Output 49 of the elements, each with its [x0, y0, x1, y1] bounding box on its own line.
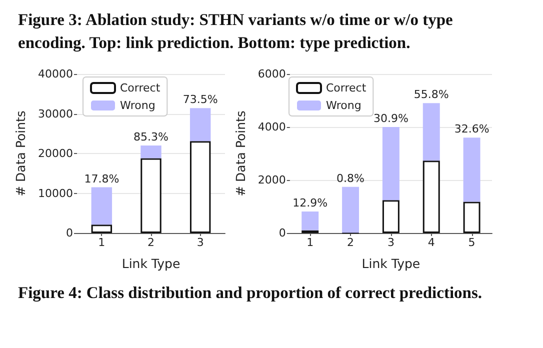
- bar: [382, 127, 400, 200]
- legend-label: Correct: [120, 82, 161, 94]
- bar: [382, 200, 400, 233]
- y-tick-label: 20000: [38, 147, 73, 160]
- bar: [91, 187, 112, 225]
- y-tick-label: 10000: [38, 186, 73, 200]
- annotation: 12.9%: [292, 196, 328, 210]
- bar: [463, 202, 480, 233]
- bar: [463, 138, 480, 202]
- x-tick-label: 2: [347, 236, 354, 249]
- bar: [302, 212, 319, 230]
- annotation: 73.5%: [182, 93, 218, 106]
- bar: [190, 141, 211, 233]
- y-tick-label: 6000: [258, 68, 286, 80]
- x-tick-label: 4: [428, 236, 435, 249]
- annotation: 0.8%: [336, 172, 364, 185]
- y-axis-title: # Data Points: [13, 110, 28, 196]
- bar: [422, 160, 440, 233]
- y-axis-title: # Data Points: [233, 110, 248, 196]
- bar: [342, 186, 360, 233]
- x-axis-title: Link Type: [122, 256, 180, 271]
- x-tick-label: 3: [387, 236, 394, 249]
- y-tick-label: 4000: [258, 120, 286, 134]
- annotation: 55.8%: [414, 88, 449, 102]
- caption: Figure 4: Class distribution and proportion of correct predictions.: [18, 282, 483, 304]
- x-tick-label: 1: [98, 236, 106, 249]
- legend-label: Wrong: [326, 99, 362, 112]
- y-tick-label: 0: [66, 226, 73, 240]
- x-tick-label: 3: [196, 236, 204, 249]
- y-tick-label: 40000: [38, 68, 73, 80]
- x-tick-label: 5: [468, 236, 476, 249]
- annotation: 32.6%: [454, 122, 490, 136]
- annotation: 85.3%: [134, 130, 168, 144]
- legend-label: Wrong: [120, 99, 156, 112]
- legend-label: Correct: [326, 82, 367, 94]
- y-tick-label: 30000: [38, 107, 73, 120]
- y-tick-label: 2000: [258, 174, 286, 186]
- bar: [422, 103, 440, 161]
- annotation: 17.8%: [84, 172, 120, 186]
- annotation: 30.9%: [373, 112, 408, 125]
- bar: [190, 108, 211, 142]
- y-tick-label: 0: [278, 226, 286, 240]
- bar: [140, 146, 162, 158]
- x-tick-label: 1: [306, 236, 314, 249]
- x-axis-title: Link Type: [362, 256, 420, 271]
- x-tick-label: 2: [148, 236, 154, 249]
- caption: Figure 3: Ablation study: STHN variants w/o time or w/o type encoding. Top: link prediction. Bottom: type prediction.: [18, 9, 454, 54]
- bar: [140, 158, 162, 233]
- bar: [91, 224, 112, 233]
